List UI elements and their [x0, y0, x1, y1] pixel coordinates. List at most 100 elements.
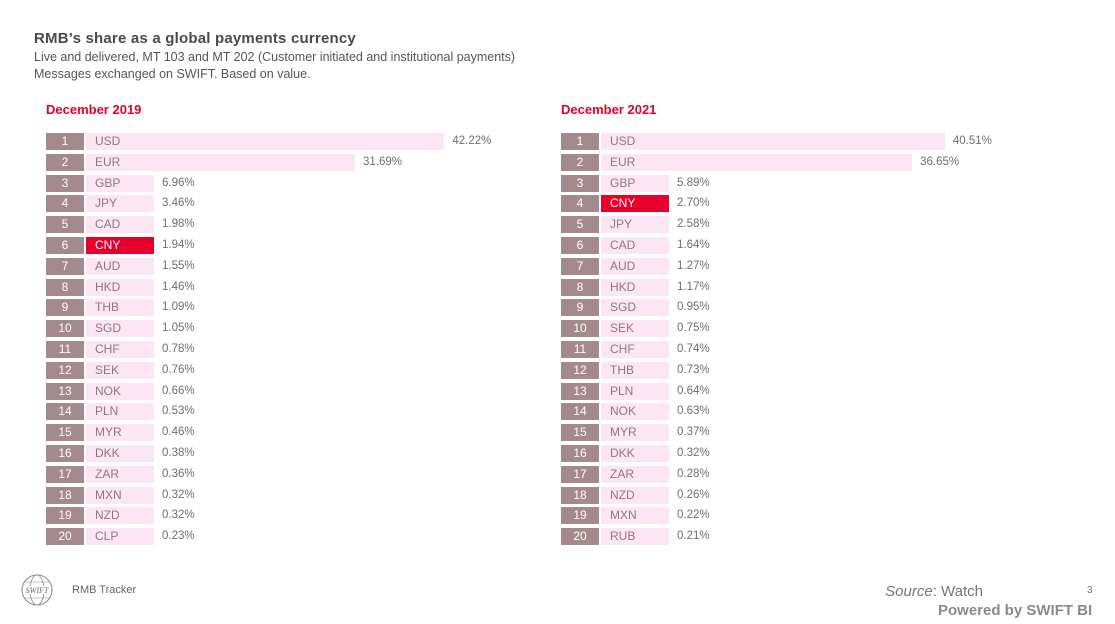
bar-rows: 1 USD 42.22% 2 EUR 31.69% 3 GBP 6.96% 4 JPY 3.46% 5 C… — [46, 133, 491, 549]
rank-label: 20 — [46, 528, 84, 546]
value-label: 5.89% — [677, 176, 710, 189]
value-label: 0.63% — [677, 405, 710, 418]
category-label: NOK — [610, 404, 637, 419]
bar-myr — [86, 424, 154, 442]
category-label: THB — [95, 300, 119, 315]
bar-usd — [86, 133, 445, 150]
chart-december-2021: December 2021 1 USD 40.51% 2 EUR 36.65% 3 GBP 5.… — [561, 102, 992, 549]
rank-label: 14 — [561, 403, 599, 421]
chart-december-2019: December 2019 1 USD 42.22% 2 EUR 31.69% 3 GBP 6.… — [46, 102, 491, 549]
bar-nok — [601, 403, 669, 421]
category-label: HKD — [95, 279, 121, 294]
value-label: 0.95% — [677, 301, 710, 314]
category-label: MYR — [95, 425, 122, 440]
category-label: ZAR — [95, 466, 119, 481]
rank-label: 1 — [46, 133, 84, 150]
bar-aud — [86, 257, 154, 275]
value-label: 1.94% — [162, 239, 195, 251]
category-label: JPY — [95, 196, 118, 211]
category-label: DKK — [610, 446, 635, 460]
category-label: SGD — [610, 300, 637, 315]
value-label: 1.98% — [162, 218, 195, 231]
value-label: 0.23% — [162, 530, 195, 543]
value-label: 2.58% — [677, 218, 710, 231]
source-label: Source — [885, 583, 933, 600]
category-label: NZD — [610, 487, 635, 502]
bar-nok — [86, 382, 154, 400]
category-label: CNY — [610, 196, 636, 211]
category-label: CAD — [95, 217, 121, 232]
bar-mxn — [86, 486, 154, 504]
category-label: AUD — [610, 258, 636, 273]
rank-label: 14 — [46, 403, 84, 421]
rank-label: 5 — [561, 216, 599, 234]
bar-gbp — [86, 174, 154, 192]
rank-label: 13 — [561, 382, 599, 400]
rank-label: 4 — [46, 195, 84, 213]
category-label: GBP — [610, 175, 636, 190]
rank-label: 9 — [561, 299, 599, 317]
category-label: GBP — [95, 175, 121, 190]
value-label: 0.26% — [677, 488, 710, 501]
category-label: SEK — [610, 321, 635, 336]
category-label: ZAR — [610, 466, 634, 481]
bar-zar — [601, 465, 669, 483]
category-label: MXN — [95, 487, 122, 502]
bar-thb — [86, 299, 154, 317]
chart-title: December 2021 — [561, 102, 657, 117]
logo-text: SWIFT — [26, 586, 49, 595]
rank-label: 16 — [561, 445, 599, 462]
value-label: 42.22% — [452, 135, 492, 147]
bar-aud — [601, 257, 669, 275]
bar-pln — [86, 403, 154, 421]
bar-nzd — [86, 507, 154, 525]
category-label: CNY — [95, 238, 121, 252]
rank-label: 8 — [46, 278, 84, 296]
value-label: 0.38% — [162, 447, 195, 459]
rank-label: 12 — [46, 361, 84, 379]
bar-cad — [601, 237, 669, 254]
value-label: 0.64% — [677, 384, 710, 397]
bar-cad — [86, 216, 154, 234]
rank-label: 7 — [46, 257, 84, 275]
bar-dkk — [86, 445, 154, 462]
category-label: NOK — [95, 383, 122, 398]
category-label: NZD — [95, 508, 120, 523]
bar-sgd — [601, 299, 669, 317]
bar-sek — [86, 361, 154, 379]
bar-eur — [86, 153, 355, 171]
category-label: PLN — [610, 383, 634, 398]
bar-gbp — [601, 174, 669, 192]
rank-label: 3 — [561, 174, 599, 192]
value-label: 0.28% — [677, 467, 710, 480]
rank-label: 10 — [46, 320, 84, 338]
bar-rows: 1 USD 40.51% 2 EUR 36.65% 3 GBP 5.89% 4 CNY 2.70% 5 J… — [561, 133, 992, 549]
value-label: 0.21% — [677, 530, 710, 543]
bar-cny — [601, 195, 669, 213]
rank-label: 5 — [46, 216, 84, 234]
bar-hkd — [86, 278, 154, 296]
rank-label: 7 — [561, 257, 599, 275]
category-label: RUB — [610, 529, 636, 544]
page-subtitle-line-2: Messages exchanged on SWIFT. Based on va… — [34, 67, 311, 81]
powered-by: Powered by SWIFT BI — [938, 602, 1093, 619]
category-label: AUD — [95, 258, 121, 273]
value-label: 36.65% — [920, 155, 960, 168]
value-label: 3.46% — [162, 197, 195, 210]
value-label: 0.32% — [677, 447, 710, 459]
category-label: DKK — [95, 446, 120, 460]
rank-label: 2 — [46, 153, 84, 171]
source-value: : Watch — [932, 583, 983, 600]
bar-nzd — [601, 486, 669, 504]
chart-title: December 2019 — [46, 102, 142, 117]
rank-label: 17 — [46, 465, 84, 483]
value-label: 0.37% — [677, 426, 710, 439]
rank-label: 10 — [561, 320, 599, 338]
bar-thb — [601, 361, 669, 379]
swift-logo-icon: SWIFT — [21, 574, 53, 606]
rank-label: 15 — [46, 424, 84, 442]
rank-label: 20 — [561, 528, 599, 546]
rank-label: 8 — [561, 278, 599, 296]
value-label: 1.64% — [677, 239, 710, 251]
value-label: 0.73% — [677, 363, 710, 376]
